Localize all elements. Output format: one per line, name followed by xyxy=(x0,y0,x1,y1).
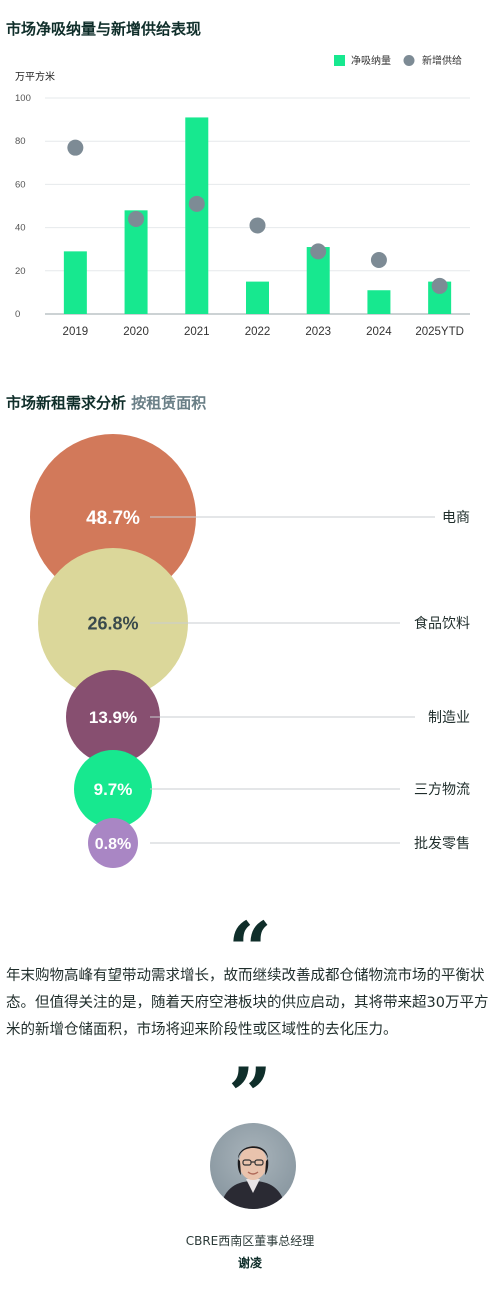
chart2-title: 市场新租需求分析 按租赁面积 xyxy=(6,392,206,413)
bubble-3 xyxy=(66,670,160,764)
author-name: 谢凌 xyxy=(237,1256,262,1270)
dot-2022 xyxy=(249,217,266,234)
bubble-category-label: 三方物流 xyxy=(414,781,470,797)
bubble-value: 9.7% xyxy=(94,780,133,799)
y-tick-label: 100 xyxy=(15,93,31,104)
x-tick-label: 2023 xyxy=(305,326,331,338)
author-avatar xyxy=(210,1123,296,1209)
bubble-5 xyxy=(88,818,138,868)
y-tick-label: 40 xyxy=(15,223,26,234)
bar-2022 xyxy=(246,281,269,314)
bubble-value: 26.8% xyxy=(87,613,138,633)
legend-dot-label: 新增供给 xyxy=(422,54,462,67)
bubble-2 xyxy=(38,548,188,698)
y-tick-label: 0 xyxy=(15,309,20,320)
y-tick-label: 80 xyxy=(15,136,26,147)
x-tick-label: 2021 xyxy=(184,326,210,338)
x-tick-label: 2020 xyxy=(123,326,149,338)
chart1-title: 市场净吸纳量与新增供给表现 xyxy=(6,20,202,38)
bubble-category-label: 食品饮料 xyxy=(414,615,470,631)
legend-bar-swatch xyxy=(334,55,345,66)
dot-2021 xyxy=(188,195,205,212)
bar-2021 xyxy=(185,117,209,314)
bubble-value: 13.9% xyxy=(89,708,137,727)
bubble-4 xyxy=(74,750,152,828)
x-tick-label: 2025YTD xyxy=(415,326,464,338)
demand-bubble-chart: 48.7% 电商 26.8% 食品饮料 13.9% 制造业 9.7% 三方物流 0.8% 批发零售 xyxy=(30,434,470,868)
dot-2020 xyxy=(128,210,145,227)
legend-bar-label: 净吸纳量 xyxy=(351,54,391,67)
bar-2023 xyxy=(306,247,330,314)
bubble-category-label: 电商 xyxy=(442,509,470,525)
bubble-category-label: 制造业 xyxy=(428,709,470,725)
dot-2019 xyxy=(67,139,84,156)
bubble-value: 0.8% xyxy=(95,836,131,853)
x-tick-label: 2019 xyxy=(63,326,89,338)
quote-text: 年末购物高峰有望带动需求增长，故而继续改善成都仓储物流市场的平衡状态。但值得关注… xyxy=(6,968,489,1038)
x-tick-label: 2024 xyxy=(366,326,392,338)
open-quote-icon: “ xyxy=(228,905,272,994)
y-axis-label: 万平方米 xyxy=(15,70,55,83)
author-role: CBRE西南区董事总经理 xyxy=(185,1234,315,1248)
close-quote-icon: ” xyxy=(228,1051,272,1140)
y-tick-label: 20 xyxy=(15,266,26,277)
bar-2020 xyxy=(124,210,148,314)
bar-2019 xyxy=(63,251,87,314)
y-tick-label: 60 xyxy=(15,179,26,190)
bubble-category-label: 批发零售 xyxy=(414,835,470,851)
person-portrait-icon xyxy=(220,1146,286,1209)
dot-2025YTD xyxy=(431,277,448,294)
absorption-supply-chart: 万平方米 0 20 40 60 80 100 2019 2020 2021 2022 2023 2024… xyxy=(15,54,470,338)
bubble-value: 48.7% xyxy=(86,508,140,529)
x-tick-label: 2022 xyxy=(245,326,271,338)
bubble-1 xyxy=(30,434,196,600)
chart2-title-main: 市场新租需求分析 xyxy=(6,394,127,412)
dot-2024 xyxy=(370,252,387,268)
bar-2024 xyxy=(367,290,391,314)
dot-2023 xyxy=(310,243,327,260)
chart2-title-sub: 按租赁面积 xyxy=(131,394,207,412)
legend-dot-swatch xyxy=(403,55,415,66)
